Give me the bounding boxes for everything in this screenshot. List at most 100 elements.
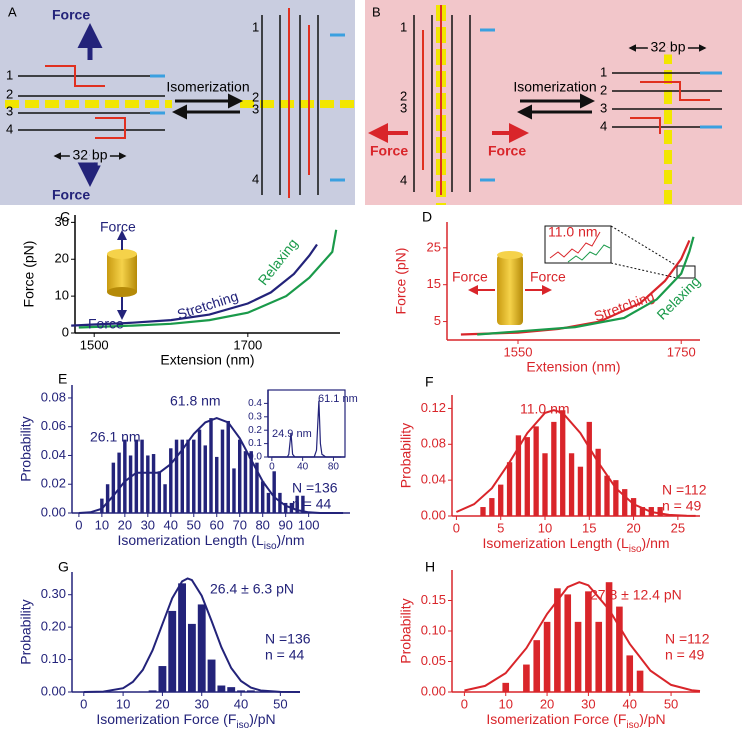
bar <box>542 453 548 516</box>
inset-frame <box>267 389 346 458</box>
y-axis-label: Force (pN) <box>393 248 409 315</box>
data-line <box>477 236 695 336</box>
bar <box>574 621 582 692</box>
staples <box>45 8 310 198</box>
y-axis-label: Force (pN) <box>21 241 37 308</box>
bar <box>278 492 282 513</box>
sample-size: N =136 <box>292 480 338 496</box>
dna-strands <box>413 15 722 192</box>
spacing-label: 32 bp <box>72 147 107 163</box>
x-tick-label: 70 <box>232 517 246 532</box>
bar <box>197 429 202 513</box>
x-tick-label: 50 <box>187 517 201 532</box>
y-tick-label: 0 <box>62 324 69 339</box>
zoom-line <box>610 262 678 279</box>
bar <box>128 455 133 513</box>
bar <box>209 418 213 513</box>
x-axis-label-part: Isomerization Length (L <box>482 535 629 551</box>
x-tick-label: 25 <box>671 520 685 535</box>
bar <box>237 690 245 692</box>
annotation: 27.8 ± 12.4 pN <box>590 587 682 603</box>
y-tick-label: 0.05 <box>421 653 446 668</box>
y-axis-label: Probability <box>18 416 34 481</box>
x-tick-label: 90 <box>278 517 292 532</box>
x-tick-label: 50 <box>273 696 287 711</box>
bar <box>543 621 551 692</box>
panel-letter: E <box>58 371 67 387</box>
y-tick-label: 0.30 <box>41 586 66 601</box>
fit-curve <box>78 417 344 514</box>
x-tick-label: 40 <box>164 517 178 532</box>
bar <box>498 484 504 516</box>
x-axis-label: Isomerization Force (Fiso)/pN <box>96 711 275 731</box>
strand-number: 3 <box>6 103 13 118</box>
bar <box>227 687 236 692</box>
x-tick-label: 10 <box>498 696 512 711</box>
y-tick-label: 0.04 <box>421 472 446 487</box>
annotation: 11.0 nm <box>520 401 570 417</box>
series-label: Relaxing <box>255 235 301 288</box>
origami-icon <box>468 251 552 325</box>
x-axis-label: Isomerization Length (Liso)/nm <box>482 535 669 555</box>
panel-letter: C <box>60 209 70 225</box>
bar <box>111 462 116 513</box>
x-tick-label: 0 <box>453 520 460 535</box>
sample-size: n = 44 <box>265 647 305 663</box>
strand-number: 2 <box>600 82 607 97</box>
bar <box>480 507 486 516</box>
sample-size: n = 49 <box>665 647 705 663</box>
strand-number: 4 <box>600 118 607 133</box>
bar <box>148 690 157 692</box>
zoom-trace <box>549 231 601 259</box>
y-tick-label: 25 <box>427 239 441 254</box>
y-axis-label: Probability <box>398 598 414 663</box>
bar <box>178 583 186 692</box>
staples <box>422 5 710 195</box>
y-tick-label: 0.04 <box>41 447 66 462</box>
y-tick-label: 15 <box>427 276 441 291</box>
y-axis-label: Probability <box>398 423 414 488</box>
strand-number: 4 <box>400 172 407 187</box>
y-tick-label: 10 <box>55 288 69 303</box>
bar <box>232 468 236 513</box>
fit-curve <box>455 409 696 517</box>
bar <box>226 420 230 513</box>
force-label: Force <box>52 7 90 23</box>
chart: 0.00 0.04 0.08 0.12 0 5 10 15 20 25 F Probability Is… <box>398 374 707 555</box>
x-tick-label: 0 <box>80 696 87 711</box>
strand-number: 2 <box>400 88 407 103</box>
strand-number: 1 <box>252 19 259 34</box>
data-line <box>71 243 318 327</box>
annotation: Force <box>100 219 136 235</box>
strand-number: 1 <box>600 64 607 79</box>
bar <box>215 456 219 513</box>
y-tick-label: 0.06 <box>41 418 66 433</box>
panel-letter: A <box>8 4 17 19</box>
strand-number: 3 <box>252 101 259 116</box>
bar <box>283 502 288 513</box>
x-tick-label: 20 <box>155 696 169 711</box>
y-tick-label: 0.2 <box>248 425 262 436</box>
bar <box>595 448 601 516</box>
bar <box>140 439 144 513</box>
bar <box>123 439 127 513</box>
bar <box>568 453 575 516</box>
strand-number: 1 <box>400 19 407 34</box>
bar <box>489 498 495 516</box>
y-tick-label: 0.00 <box>41 504 66 519</box>
x-tick-label: 100 <box>298 517 320 532</box>
x-axis-label-part: iso <box>629 544 642 555</box>
force-label: Force <box>370 143 408 159</box>
annotation: 26.1 nm <box>90 429 141 445</box>
bar <box>613 480 619 516</box>
x-tick-label: 20 <box>118 517 132 532</box>
y-tick-label: 0.00 <box>41 683 66 698</box>
y-tick-label: 0.10 <box>421 622 446 637</box>
bar <box>237 439 242 513</box>
y-tick-label: 0.08 <box>421 436 446 451</box>
x-tick-label: 1750 <box>667 344 696 359</box>
x-axis-label-part: )/nm <box>642 535 670 551</box>
x-axis-label-part: Isomerization Force (F <box>96 711 236 727</box>
x-tick-label: 0 <box>269 462 275 473</box>
